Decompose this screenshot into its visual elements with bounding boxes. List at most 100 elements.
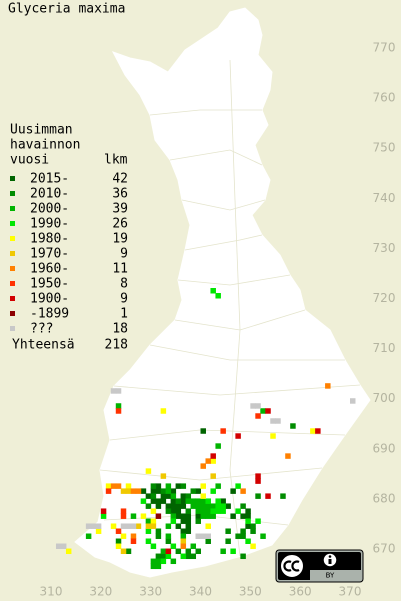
observation-square bbox=[190, 543, 197, 549]
observation-square bbox=[110, 523, 117, 529]
observation-square bbox=[135, 488, 142, 494]
observation-square bbox=[205, 513, 211, 519]
observation-square bbox=[155, 498, 162, 504]
observation-square bbox=[170, 513, 177, 519]
legend-label: 1980- bbox=[30, 232, 69, 247]
observation-square bbox=[150, 518, 157, 524]
observation-square bbox=[125, 488, 132, 494]
observation-square bbox=[235, 508, 241, 514]
license-badge: BY bbox=[275, 549, 364, 583]
observation-square bbox=[260, 533, 266, 539]
observation-square bbox=[250, 523, 256, 529]
legend-total-label: Yhteensä bbox=[12, 338, 75, 353]
observation-square bbox=[145, 503, 152, 509]
observation-square bbox=[160, 558, 167, 565]
legend-count: 18 bbox=[112, 322, 128, 337]
observation-square bbox=[235, 433, 241, 439]
x-grid-label: 320 bbox=[89, 585, 112, 599]
legend-swatch bbox=[10, 281, 15, 286]
observation-square bbox=[150, 543, 157, 549]
observation-square bbox=[230, 548, 236, 555]
y-grid-label: 760 bbox=[373, 91, 396, 105]
observation-square bbox=[130, 523, 137, 529]
observation-square bbox=[165, 548, 172, 555]
observation-square bbox=[265, 493, 271, 499]
observation-square bbox=[210, 488, 216, 494]
observation-square bbox=[155, 533, 162, 539]
observation-square bbox=[255, 493, 261, 499]
x-grid-label: 370 bbox=[339, 585, 362, 599]
observation-square bbox=[125, 548, 132, 555]
observation-square bbox=[170, 558, 177, 565]
legend-label: 1900- bbox=[30, 292, 69, 307]
observation-square bbox=[170, 498, 177, 504]
observation-square bbox=[220, 498, 226, 504]
observation-square bbox=[170, 488, 177, 494]
legend-count: 9 bbox=[120, 292, 128, 307]
observation-square bbox=[110, 388, 117, 394]
observation-square bbox=[200, 503, 206, 509]
legend-swatch bbox=[10, 251, 15, 256]
observation-square bbox=[185, 498, 192, 504]
observation-squares bbox=[55, 288, 356, 570]
observation-square bbox=[170, 493, 177, 499]
y-grid-label: 690 bbox=[373, 441, 396, 455]
observation-square bbox=[200, 508, 206, 514]
observation-square bbox=[60, 543, 67, 549]
observation-square bbox=[315, 428, 321, 434]
observation-square bbox=[190, 553, 197, 560]
legend-heading: havainnon bbox=[10, 138, 80, 153]
observation-square bbox=[185, 493, 192, 499]
y-grid-label: 710 bbox=[373, 341, 396, 355]
observation-square bbox=[230, 513, 236, 519]
observation-square bbox=[105, 483, 112, 489]
y-grid-label: 720 bbox=[373, 291, 396, 305]
observation-square bbox=[180, 518, 187, 524]
observation-square bbox=[255, 518, 261, 524]
observation-square bbox=[265, 408, 271, 414]
observation-square bbox=[325, 383, 331, 389]
observation-square bbox=[145, 523, 152, 529]
legend-total: 218 bbox=[105, 338, 128, 353]
observation-square bbox=[200, 483, 206, 489]
observation-square bbox=[145, 528, 152, 534]
observation-square bbox=[185, 518, 192, 524]
observation-square bbox=[160, 488, 167, 494]
observation-square bbox=[125, 483, 132, 489]
observation-square bbox=[245, 508, 251, 514]
observation-square bbox=[165, 538, 172, 544]
observation-square bbox=[135, 523, 142, 529]
observation-square bbox=[215, 508, 221, 514]
observation-square bbox=[240, 488, 246, 494]
observation-square bbox=[175, 508, 182, 514]
observation-square bbox=[220, 503, 226, 509]
observation-square bbox=[110, 483, 117, 489]
legend-label: 2010- bbox=[30, 187, 69, 202]
observation-square bbox=[220, 428, 226, 434]
observation-square bbox=[170, 508, 177, 514]
observation-square bbox=[190, 503, 197, 509]
observation-square bbox=[115, 538, 122, 544]
observation-square bbox=[180, 503, 187, 509]
observation-square bbox=[200, 428, 206, 434]
observation-square bbox=[185, 548, 192, 555]
legend-swatch bbox=[10, 191, 15, 196]
observation-square bbox=[165, 493, 172, 499]
observation-square bbox=[280, 493, 286, 499]
observation-square bbox=[180, 498, 187, 504]
legend-label: 1960- bbox=[30, 262, 69, 277]
observation-square bbox=[215, 503, 221, 509]
observation-square bbox=[180, 543, 187, 549]
observation-square bbox=[240, 533, 246, 539]
observation-square bbox=[250, 528, 256, 534]
legend-count: 19 bbox=[112, 232, 128, 247]
observation-square bbox=[180, 513, 187, 519]
observation-square bbox=[185, 528, 192, 534]
observation-square bbox=[240, 553, 246, 560]
observation-square bbox=[205, 538, 211, 544]
observation-square bbox=[205, 458, 211, 464]
y-grid-label: 740 bbox=[373, 191, 396, 205]
observation-square bbox=[255, 473, 261, 479]
observation-square bbox=[205, 503, 211, 509]
